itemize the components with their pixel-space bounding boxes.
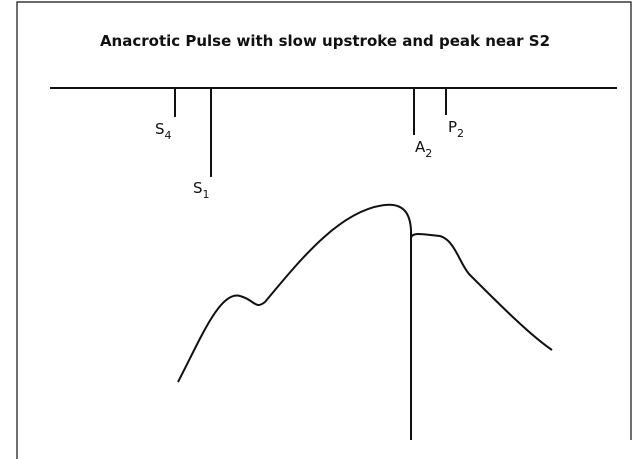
label-base: S bbox=[193, 179, 203, 197]
label-base: A bbox=[415, 138, 426, 156]
label: P2 bbox=[448, 118, 464, 140]
pulse-waveform bbox=[177, 203, 553, 383]
label-sub: 2 bbox=[457, 127, 464, 140]
title: Anacrotic Pulse with slow upstroke and p… bbox=[100, 32, 550, 50]
label-sub: 2 bbox=[425, 147, 432, 160]
label-sub: 4 bbox=[165, 129, 172, 142]
label: S4 bbox=[155, 120, 172, 142]
frame bbox=[16, 1, 632, 459]
label-base: S bbox=[155, 120, 165, 138]
label-base: P bbox=[448, 118, 457, 136]
label-sub: 1 bbox=[203, 188, 210, 201]
label: S1 bbox=[193, 179, 210, 201]
label: A2 bbox=[415, 138, 432, 160]
